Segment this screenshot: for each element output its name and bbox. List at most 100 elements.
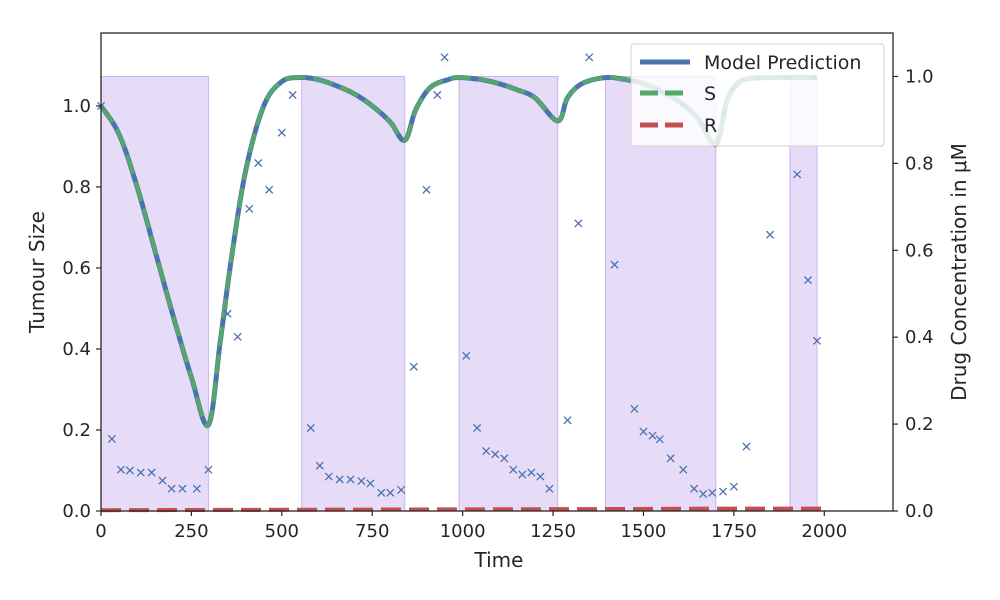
observation-point-37 [509,465,518,474]
observation-point-7 [167,484,176,493]
legend: Model Prediction S R [630,43,885,147]
series-r-line [100,506,825,513]
x-tick-label-4: 1000 [440,521,486,542]
legend-box [630,43,885,147]
observation-point-42 [563,416,572,425]
observation-point-6 [158,476,167,485]
observation-point-52 [690,484,699,493]
observation-point-17 [288,90,297,100]
observation-point-58 [765,230,775,239]
observation-point-51 [679,465,688,474]
observation-point-4 [136,468,145,477]
observation-point-59 [793,170,802,179]
observation-point-56 [729,482,738,491]
observation-point-53 [699,489,708,499]
x-tick-label-2: 500 [265,521,299,542]
axis-layer: 0 250 500 750 1000 1250 1500 1750 2000 0.0 0.2 0.4 0… [62,66,933,542]
observation-point-29 [422,185,431,194]
observation-point-14 [254,158,263,168]
y2-tick-label-3: 0.6 [905,240,934,261]
x-tick-label-0: 0 [95,521,106,542]
observation-point-48 [648,431,657,440]
observation-point-23 [357,476,366,486]
y-tick-label-3: 0.6 [62,258,91,279]
y2-tick-label-1: 0.2 [905,414,934,435]
observation-point-44 [585,53,594,62]
legend-model-label: Model Prediction [704,52,861,74]
observation-point-31 [440,53,449,62]
drug-interval-2 [458,75,559,512]
y-tick-label-0: 0.0 [62,501,91,522]
observation-point-27 [397,485,406,494]
observation-point-28 [409,362,418,371]
y-tick-label-5: 1.0 [62,96,91,117]
drug-schedule-layer [100,75,818,512]
observation-point-9 [192,484,201,493]
observation-point-46 [630,404,639,413]
x-tick-label-1: 250 [174,521,208,542]
observation-point-40 [536,472,545,481]
observation-point-26 [386,488,395,497]
observation-point-12 [233,332,242,341]
observation-point-35 [491,450,500,459]
x-tick-label-5: 1250 [530,521,576,542]
observation-point-57 [742,442,751,451]
y-tick-label-1: 0.2 [62,420,91,441]
y-tick-label-2: 0.4 [62,339,91,360]
observation-point-5 [147,468,156,477]
observation-point-10 [204,465,213,474]
y-axis-title: Tumour Size [25,211,49,334]
observation-point-20 [324,472,333,481]
observation-point-54 [708,488,717,497]
drug-interval-0 [100,75,209,512]
observation-point-55 [718,487,728,496]
observation-point-11 [223,309,232,318]
observation-point-41 [545,484,554,493]
plot-frame [100,32,894,512]
observation-point-32 [462,351,471,360]
drug-interval-1 [301,75,406,512]
observation-point-1 [107,434,116,443]
observation-point-45 [610,260,619,269]
x-tick-label-6: 1500 [621,521,667,542]
observation-point-60 [803,276,813,285]
observation-point-25 [377,488,386,497]
y2-tick-label-4: 0.8 [905,153,934,174]
observation-point-21 [335,475,344,484]
x-tick-label-3: 750 [355,521,389,542]
observation-point-22 [346,475,355,484]
legend-r-label: R [704,115,717,137]
observation-point-39 [527,468,536,477]
observation-point-2 [116,465,125,474]
observation-point-16 [277,128,286,137]
observation-point-15 [265,185,274,194]
observation-point-13 [245,204,254,213]
observation-point-38 [518,470,527,479]
observation-point-24 [366,479,375,488]
y2-tick-label-5: 1.0 [905,66,934,87]
observation-point-8 [178,484,187,493]
y2-tick-label-0: 0.0 [905,501,934,522]
observation-point-47 [639,427,648,436]
observation-point-43 [574,219,583,228]
observation-markers [96,53,822,499]
y2-axis-title: Drug Concentration in μM [947,143,971,401]
x-tick-label-8: 2000 [801,521,847,542]
y2-tick-label-2: 0.4 [905,327,934,348]
observation-point-33 [473,423,482,433]
observation-point-34 [482,446,491,456]
observation-point-49 [655,435,664,444]
observation-point-18 [306,423,315,433]
observation-point-36 [500,454,509,463]
legend-s-label: S [704,83,716,105]
x-tick-label-7: 1750 [711,521,757,542]
observation-point-30 [433,90,442,100]
observation-point-50 [666,454,675,463]
x-axis-title: Time [474,548,524,572]
observation-point-3 [125,466,134,475]
observation-point-61 [812,336,822,345]
observation-point-19 [315,461,324,470]
series-s-line [99,75,818,429]
y-tick-label-4: 0.8 [62,177,91,198]
